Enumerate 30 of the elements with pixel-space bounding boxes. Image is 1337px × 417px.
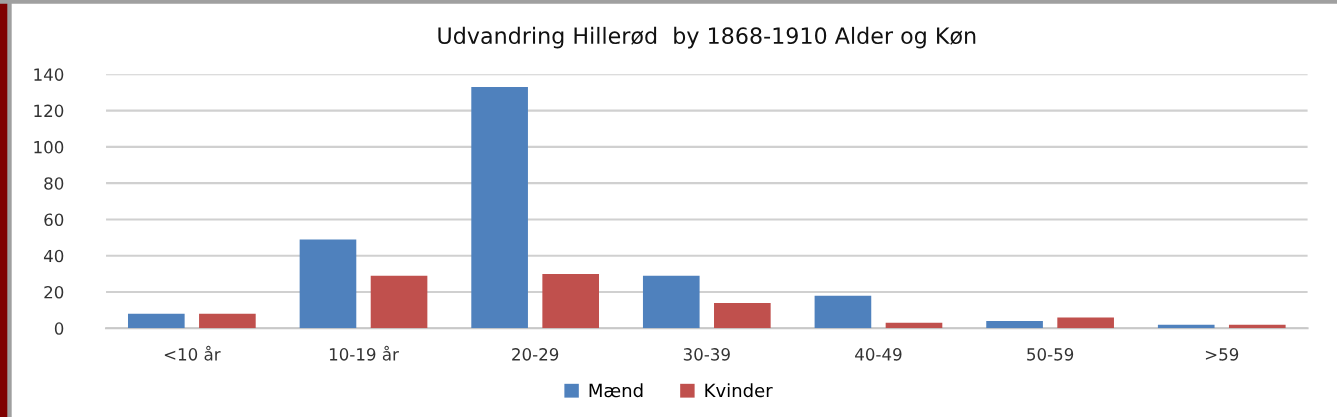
bar xyxy=(128,313,185,329)
y-tick-label: 40 xyxy=(43,249,64,263)
y-tick-label: 140 xyxy=(34,68,64,81)
bar xyxy=(642,275,700,329)
x-tick-label: 50-59 xyxy=(1027,348,1074,361)
chart-title: Udvandring Hillerød by 1868-1910 Alder og Køn xyxy=(438,26,976,49)
bar xyxy=(885,322,943,329)
bar xyxy=(814,295,872,329)
y-tick-label: 60 xyxy=(44,213,64,227)
y-tick-label: 100 xyxy=(34,140,64,154)
bar xyxy=(199,313,256,329)
bar xyxy=(471,87,528,329)
legend-label: Kvinder xyxy=(705,383,773,398)
x-tick-label: 20-29 xyxy=(512,348,559,361)
bar xyxy=(1057,317,1114,329)
y-tick-label: 0 xyxy=(54,322,64,335)
y-tick-label: 20 xyxy=(44,285,64,299)
x-tick-label: 30-39 xyxy=(683,348,730,361)
y-tick-label: 120 xyxy=(34,104,64,118)
bar xyxy=(299,239,357,329)
bar xyxy=(714,302,771,329)
x-tick-label: <10 år xyxy=(164,345,221,361)
x-tick-label: 40-49 xyxy=(855,348,902,361)
bar xyxy=(370,275,428,329)
legend-label: Mænd xyxy=(589,383,643,398)
bar xyxy=(542,273,600,329)
bar xyxy=(986,321,1043,329)
x-tick-label: >59 xyxy=(1205,348,1239,361)
y-tick-label: 80 xyxy=(44,177,64,190)
x-tick-label: 10-19 år xyxy=(329,345,399,361)
